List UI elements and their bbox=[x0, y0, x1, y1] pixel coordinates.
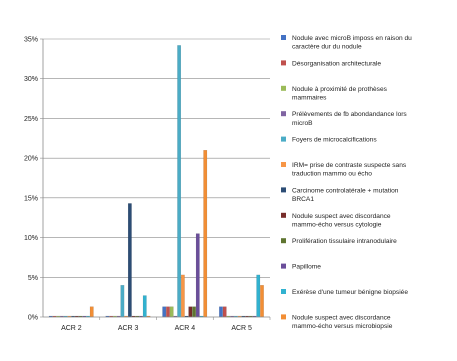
y-tick-label: 15% bbox=[24, 195, 38, 202]
bar bbox=[222, 306, 227, 318]
legend-swatch bbox=[281, 314, 286, 320]
x-tick-label: ACR 2 bbox=[61, 325, 82, 332]
axes-layer: 0% 5% 10% 15% 20% 25% 30% 35% ACR 2 ACR 3 ACR 4 ACR… bbox=[24, 37, 271, 332]
legend-label: Nodule avec microB imposs en raison du ca… bbox=[292, 35, 412, 51]
bars-layer bbox=[48, 45, 264, 318]
bar bbox=[120, 285, 125, 318]
legend-swatch bbox=[281, 162, 286, 167]
bar bbox=[188, 306, 193, 318]
legend-label: Prolifération tissulaire intranodulaire bbox=[292, 238, 397, 245]
legend-label: Papillome bbox=[292, 264, 321, 271]
bar bbox=[260, 285, 264, 318]
legend-label: Nodule à proximité de prothèses mammaires bbox=[292, 86, 388, 102]
y-tick-label: 20% bbox=[24, 156, 38, 163]
bar bbox=[162, 306, 167, 318]
bar bbox=[89, 306, 94, 318]
legend-swatch bbox=[281, 60, 286, 66]
grid-layer bbox=[43, 38, 270, 278]
y-tick-label: 5% bbox=[28, 275, 38, 282]
bar bbox=[195, 233, 200, 318]
bar bbox=[256, 274, 261, 318]
bar bbox=[166, 306, 170, 318]
legend-swatch bbox=[281, 85, 286, 91]
y-tick-label: 35% bbox=[24, 37, 38, 44]
legend-label: Nodule suspect avec discordance mammo-éch… bbox=[292, 314, 393, 330]
legend-label: Foyers de microcalcifications bbox=[292, 137, 377, 144]
bar bbox=[127, 203, 132, 318]
y-tick-label: 25% bbox=[24, 116, 38, 123]
y-tick-label: 30% bbox=[24, 76, 38, 83]
legend-label: Désorganisation architecturale bbox=[292, 60, 381, 67]
y-tick-label: 0% bbox=[28, 315, 38, 322]
legend: Nodule avec microB imposs en raison du ca… bbox=[281, 35, 412, 330]
legend-swatch bbox=[281, 263, 286, 269]
legend-swatch bbox=[281, 111, 286, 117]
legend-swatch bbox=[281, 289, 286, 294]
legend-label: IRM= prise de contraste suspecte sans tra… bbox=[292, 162, 407, 178]
bar bbox=[192, 306, 196, 318]
legend-label: Exérèse d'une tumeur bénigne biopsiée bbox=[292, 289, 408, 296]
legend-label: Carcinome controlatérale + mutation BRCA1 bbox=[292, 187, 399, 203]
bar bbox=[203, 150, 208, 318]
bar bbox=[177, 45, 181, 318]
bar bbox=[169, 306, 174, 318]
bar bbox=[219, 306, 223, 318]
legend-label: Prélèvements de fb abondandance lors micr… bbox=[292, 111, 407, 127]
bar bbox=[142, 295, 147, 318]
legend-swatch bbox=[281, 238, 286, 244]
bar bbox=[180, 274, 185, 318]
legend-swatch bbox=[281, 212, 286, 218]
legend-swatch bbox=[281, 136, 286, 142]
x-tick-label: ACR 4 bbox=[175, 325, 196, 332]
legend-swatch bbox=[281, 187, 286, 193]
x-tick-label: ACR 5 bbox=[231, 325, 252, 332]
x-tick-label: ACR 3 bbox=[118, 325, 139, 332]
legend-swatch bbox=[281, 35, 286, 40]
y-tick-label: 10% bbox=[24, 235, 38, 242]
legend-label: Nodule suspect avec discordance mammo-éch… bbox=[292, 213, 391, 229]
